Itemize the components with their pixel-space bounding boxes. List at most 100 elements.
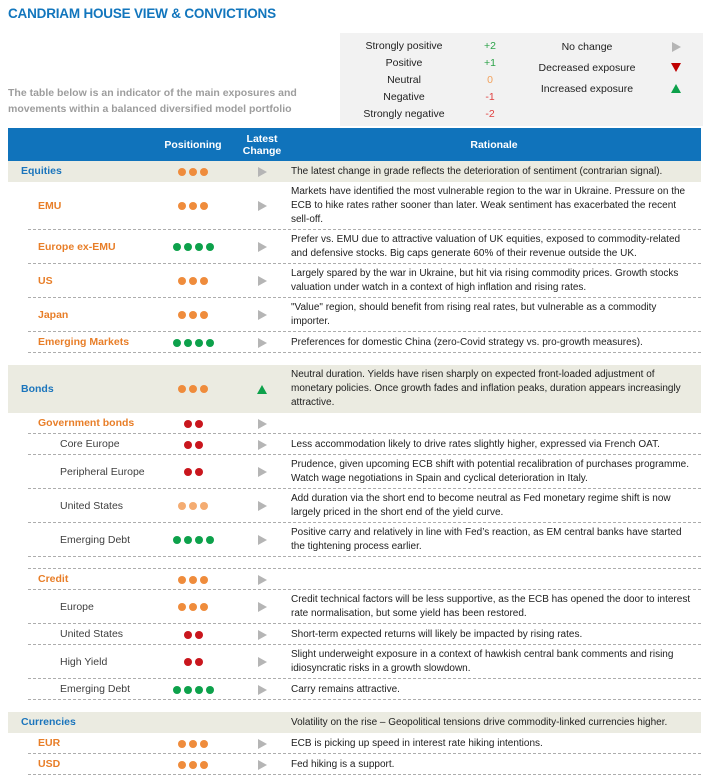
no-change-icon [257,657,267,667]
no-change-icon [257,759,267,770]
section-gap [8,353,701,365]
section-gap [8,700,701,712]
positioning-dot [183,468,192,476]
legend-scale-item: Strongly negative -2 [340,105,518,122]
positioning-dots [178,575,208,584]
positioning-dots [183,440,203,449]
legend-label: No change [561,40,613,53]
positioning-dot [183,630,192,639]
asset-label: USD [38,758,61,770]
column-header-positioning: Positioning [164,138,222,151]
legend-scale-item: Neutral 0 [340,72,518,89]
asset-label: Europe ex-EMU [38,240,116,253]
rationale-text: Add duration via the short end to become… [291,493,671,518]
row-core-europe: Core Europe Less accommodation likely to… [8,434,701,455]
table-header-row: Positioning Latest Change Rationale [8,128,701,161]
section-gap [8,557,701,569]
positioning-dot [189,575,197,584]
asset-label: Emerging Debt [60,683,131,695]
column-header-rationale: Rationale [470,138,518,151]
positioning-dot [200,277,208,285]
row-europe-ex-emu: Europe ex-EMU Prefer vs. EMU due to attr… [8,230,701,264]
rationale-text: Slight underweight exposure in a context… [291,649,674,674]
legend-value: +1 [484,57,496,70]
positioning-dot [183,338,192,347]
positioning-dot [183,419,192,428]
positioning-dot [183,243,192,251]
positioning-dot [178,760,186,769]
positioning-dots [178,603,208,611]
legend-scale: Strongly positive +2 Positive +1 Neutral… [340,38,518,122]
no-change-icon [257,242,267,252]
positioning-dot [205,243,214,251]
row-bonds: Bonds Neutral duration. Yields have rise… [8,365,701,413]
positioning-dot [183,658,192,666]
positioning-dot [194,685,203,694]
asset-label: Emerging Markets [38,336,130,348]
asset-label: Japan [38,308,69,321]
no-change-icon [257,501,267,511]
positioning-dot [205,536,214,544]
rationale-text [291,578,697,582]
asset-label: Equities [21,165,62,177]
positioning-dots [178,277,208,285]
asset-label: US [38,274,53,287]
rationale-text: Neutral duration. Yields have risen shar… [291,369,681,408]
positioning-dot [194,440,203,449]
positioning-dot [183,440,192,449]
row-currencies: Currencies Volatility on the rise – Geop… [8,712,701,733]
asset-label: United States [60,499,124,512]
rationale-text: Volatility on the rise – Geopolitical te… [291,716,668,728]
rationale-text: "Value" region, should benefit from risi… [291,302,657,327]
no-change-icon [257,535,267,545]
no-change-icon [671,41,681,52]
positioning-dot [200,502,208,510]
no-change-icon [257,439,267,450]
rationale-text: Preferences for domestic China (zero-Cov… [291,336,643,348]
positioning-dot [200,385,208,393]
positioning-dot [189,277,197,285]
legend-label: Increased exposure [540,82,634,95]
row-gbp: GBP [8,775,701,779]
asset-label: EMU [38,199,62,212]
positioning-dot [172,536,181,544]
row-emu: EMU Markets have identified the most vul… [8,182,701,230]
no-change-icon [257,467,267,477]
row-united-states: United States Short-term expected return… [8,624,701,645]
row-emerging-markets: Emerging Markets Preferences for domesti… [8,332,701,353]
legend-scale-item: Strongly positive +2 [340,38,518,55]
rationale-text: Carry remains attractive. [291,683,400,695]
positioning-dot [194,468,203,476]
convictions-table: Positioning Latest Change Rationale Equi… [8,128,701,779]
row-peripheral-europe: Peripheral Europe Prudence, given upcomi… [8,455,701,489]
positioning-dots [172,536,214,544]
row-united-states: United States Add duration via the short… [8,489,701,523]
positioning-dot [189,502,197,510]
row-eur: EUR ECB is picking up speed in interest … [8,733,701,754]
positioning-dot [178,603,186,611]
positioning-dot [200,167,208,176]
legend-label: Strongly negative [363,107,445,120]
positioning-dots [178,385,208,393]
asset-label: High Yield [60,655,108,668]
positioning-dots [183,468,203,476]
positioning-dots [183,658,203,666]
asset-label: Peripheral Europe [60,465,145,478]
positioning-dot [200,739,208,748]
positioning-dot [200,202,208,210]
asset-label: Government bonds [38,417,135,429]
positioning-dot [194,630,203,639]
positioning-dot [189,311,197,319]
asset-label: Emerging Debt [60,533,131,546]
rationale-text: Prefer vs. EMU due to attractive valuati… [291,234,681,259]
rationale-text: The latest change in grade reflects the … [291,165,663,177]
legend-value: -2 [485,107,495,120]
asset-label: Europe [60,600,94,613]
positioning-dot [189,167,197,176]
no-change-icon [257,418,267,429]
positioning-dot [205,685,214,694]
row-emerging-debt: Emerging Debt Positive carry and relativ… [8,523,701,557]
positioning-dot [189,760,197,769]
rationale-text: Prudence, given upcoming ECB shift with … [291,459,689,484]
column-header-latest-change: Latest Change [242,132,282,157]
